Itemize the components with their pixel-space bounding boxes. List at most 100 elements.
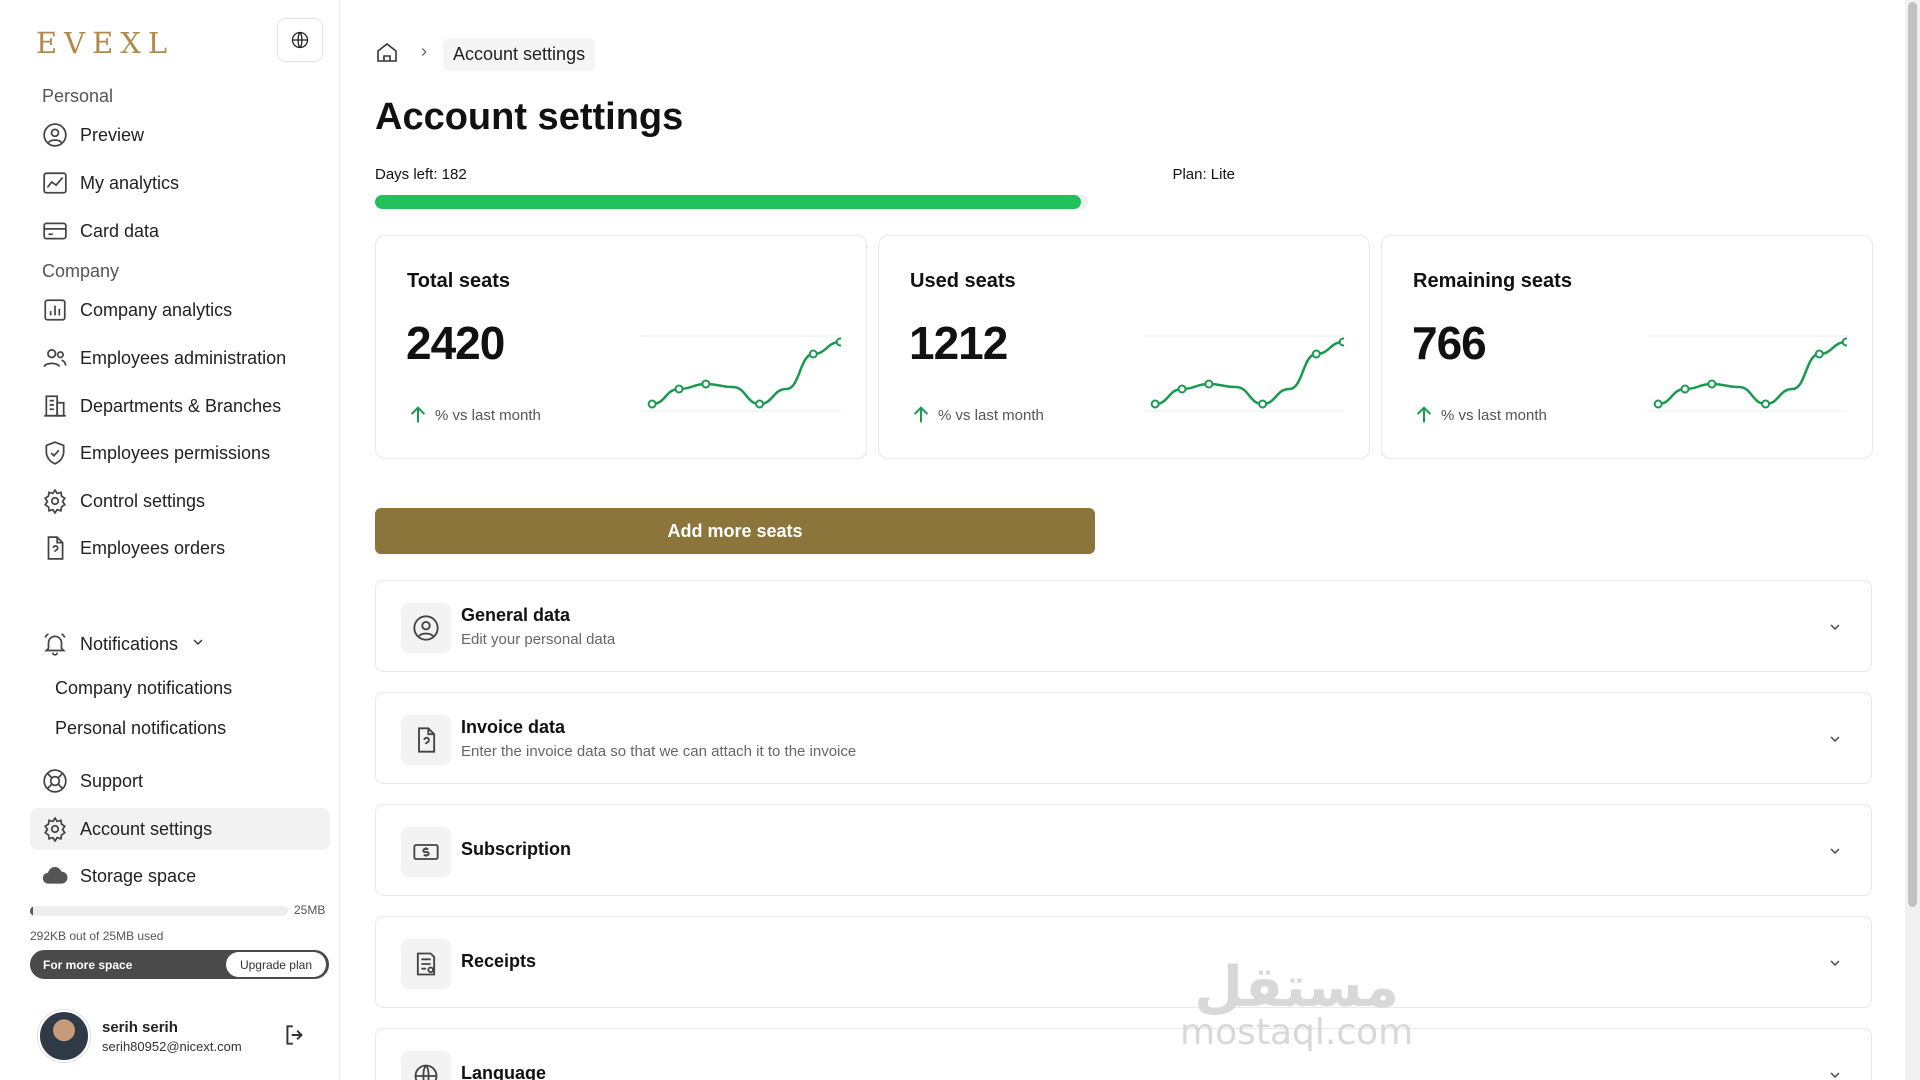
user-email: serih80952@nicext.com (102, 1038, 242, 1054)
sidebar-subitem-company-notifications[interactable]: Company notifications (55, 678, 233, 698)
sidebar-item-label: My analytics (80, 172, 180, 193)
sidebar-item-label: Employees administration (80, 347, 287, 368)
sidebar-item-company-analytics[interactable]: Company analytics (30, 289, 330, 331)
accordion-title: Language (461, 1063, 547, 1080)
chevron-down-icon (1827, 843, 1843, 864)
sidebar-item-storage-space[interactable]: Storage space (30, 855, 330, 897)
watermark-latin: mostaql.com (1180, 1012, 1414, 1053)
sparkline-point (1761, 399, 1771, 409)
gear-icon (40, 814, 70, 844)
sparkline-point (1258, 399, 1268, 409)
sparkline-point (1680, 384, 1690, 394)
chevron-right-icon (417, 45, 431, 64)
chevron-down-icon (1827, 731, 1843, 752)
sidebar-item-my-analytics[interactable]: My analytics (30, 162, 330, 204)
sparkline-point (835, 337, 841, 347)
chevron-down-icon (1827, 1067, 1843, 1080)
card-value: 2420 (406, 317, 505, 369)
sidebar-item-employees-orders[interactable]: Employees orders (30, 527, 330, 569)
plan-progress-bar (375, 195, 1088, 209)
cash-icon (401, 827, 451, 877)
sparkline-point (1204, 379, 1214, 389)
accordion-subtitle: Edit your personal data (461, 631, 616, 648)
logout-button[interactable] (282, 1022, 308, 1053)
chevron-down-icon (1827, 955, 1843, 976)
users-icon (40, 343, 70, 373)
page-scrollbar[interactable] (1905, 0, 1920, 1080)
home-icon[interactable] (375, 40, 399, 69)
sparkline-chart (1647, 335, 1847, 412)
plan-label: Plan: Lite (1172, 166, 1235, 183)
arrow-up-icon (913, 406, 929, 423)
sparkline-point (1814, 349, 1824, 359)
bar-chart-icon (40, 295, 70, 325)
sparkline-point (674, 384, 684, 394)
arrow-up-icon (1416, 406, 1432, 423)
card-trend: % vs last month (1413, 404, 1547, 426)
sidebar-item-label: Company analytics (80, 299, 233, 320)
sidebar-item-label: Preview (80, 124, 145, 145)
sidebar-item-employees-administration[interactable]: Employees administration (30, 337, 330, 379)
more-space-pill: For more space Upgrade plan (30, 950, 329, 979)
sparkline-point (1653, 399, 1663, 409)
sidebar-item-employees-permissions[interactable]: Employees permissions (30, 432, 330, 474)
accordion-language[interactable]: Language (375, 1028, 1872, 1080)
language-button[interactable] (277, 18, 323, 62)
sidebar-item-notifications[interactable]: Notifications (30, 623, 330, 665)
accordion-title: Subscription (461, 839, 572, 859)
sparkline-point (701, 379, 711, 389)
accordion-subscription[interactable]: Subscription (375, 804, 1872, 896)
gear-icon (40, 486, 70, 516)
user-profile[interactable]: serih serih serih80952@nicext.com (38, 1010, 242, 1062)
sidebar-item-card-data[interactable]: Card data (30, 210, 330, 252)
accordion-receipts[interactable]: Receipts (375, 916, 1872, 1008)
chevron-down-icon (190, 634, 206, 655)
avatar (38, 1010, 90, 1062)
sparkline-chart (641, 335, 841, 412)
chevron-down-icon (1827, 619, 1843, 640)
logout-icon (286, 1025, 303, 1045)
days-left: Days left: 182 (375, 166, 467, 183)
watermark: مستقل mostaql.com (1180, 960, 1414, 1054)
personal-section-label: Personal (42, 86, 114, 106)
accordion-subtitle: Enter the invoice data so that we can at… (461, 743, 857, 760)
sidebar-item-account-settings[interactable]: Account settings (30, 808, 330, 850)
card-value: 1212 (909, 317, 1008, 369)
sidebar-item-departments-branches[interactable]: Departments & Branches (30, 385, 330, 427)
total-seats-card: Total seats 2420 % vs last month (375, 235, 867, 459)
sidebar-item-support[interactable]: Support (30, 760, 330, 802)
scrollbar-thumb[interactable] (1908, 2, 1917, 907)
sidebar-item-label: Employees permissions (80, 442, 271, 463)
file-question-icon (40, 533, 70, 563)
sidebar-subitem-personal-notifications[interactable]: Personal notifications (55, 718, 227, 738)
sidebar-item-label: Storage space (80, 865, 197, 886)
sparkline-point (1841, 337, 1847, 347)
plan-progress-fill (375, 195, 1081, 209)
card-trend: % vs last month (407, 404, 541, 426)
add-more-seats-button[interactable]: Add more seats (375, 508, 1095, 554)
upgrade-plan-button[interactable]: Upgrade plan (225, 952, 326, 977)
card-title: Used seats (910, 270, 1016, 292)
sidebar-item-preview[interactable]: Preview (30, 114, 330, 156)
page-title: Account settings (375, 96, 684, 138)
card-trend-text: % vs last month (938, 406, 1044, 424)
sidebar-item-label: Card data (80, 220, 160, 241)
building-icon (40, 391, 70, 421)
card-trend-text: % vs last month (435, 406, 541, 424)
user-circle-icon (401, 603, 451, 653)
sidebar-item-label: Notifications (80, 633, 179, 654)
accordion-general-data[interactable]: General data Edit your personal data (375, 580, 1872, 672)
shield-check-icon (40, 438, 70, 468)
breadcrumb-current: Account settings (443, 38, 596, 71)
sidebar-item-control-settings[interactable]: Control settings (30, 480, 330, 522)
lifebuoy-icon (40, 766, 70, 796)
globe-icon (401, 1051, 451, 1080)
brand-logo[interactable]: EVEXL (36, 26, 175, 60)
sidebar-item-label: Departments & Branches (80, 395, 282, 416)
storage-progress-fill (30, 906, 33, 916)
accordion-invoice-data[interactable]: Invoice data Enter the invoice data so t… (375, 692, 1872, 784)
cloud-icon (40, 861, 70, 891)
sparkline-point (1707, 379, 1717, 389)
breadcrumb: Account settings (375, 38, 596, 71)
sparkline-point (1177, 384, 1187, 394)
